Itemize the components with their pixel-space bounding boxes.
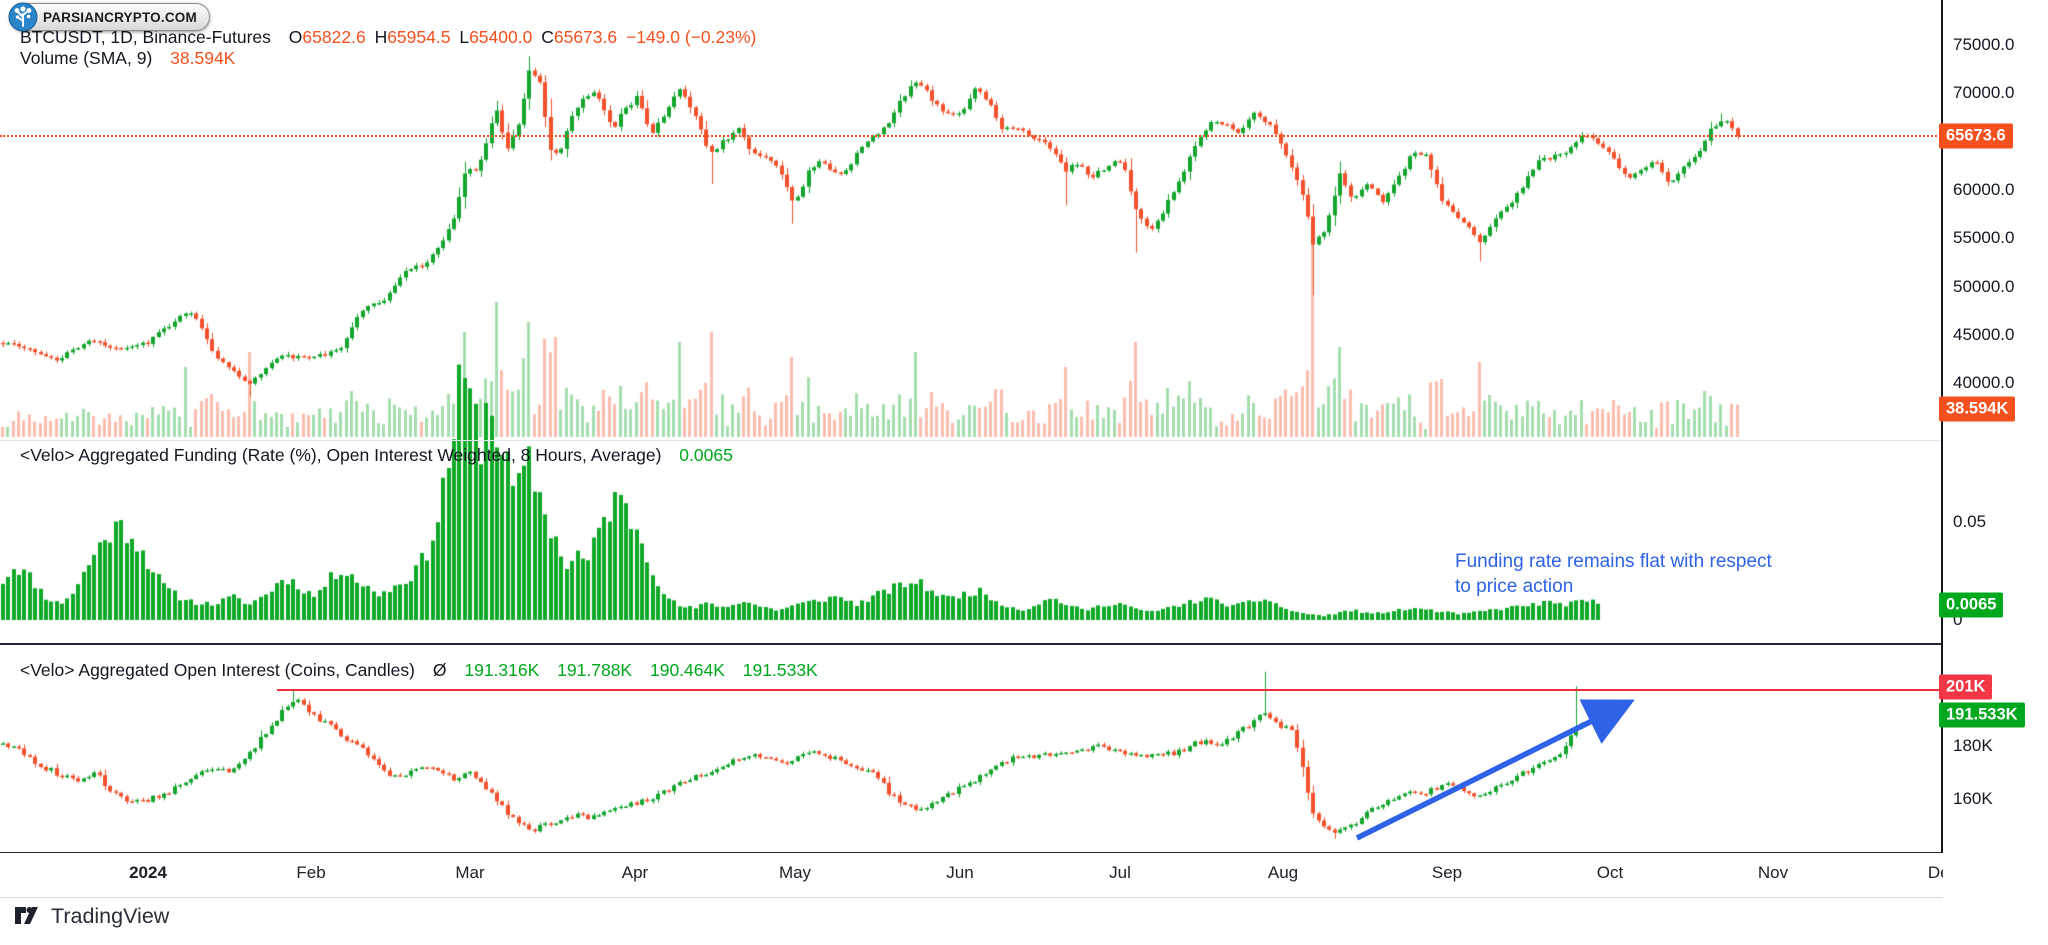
axis-value-badge: 65673.6	[1939, 123, 2013, 149]
time-axis-label: Dec	[1927, 863, 1943, 882]
time-axis-label: Mar	[455, 863, 485, 882]
axis-value-badge: 191.533K	[1939, 702, 2025, 728]
time-scale-bottom-border	[0, 897, 1943, 898]
axis-tick-label: 0	[1953, 610, 1963, 629]
time-axis-label: Oct	[1596, 863, 1624, 882]
funding-value: 0.0065	[679, 445, 733, 465]
time-axis-label: Sep	[1431, 863, 1463, 882]
axis-value-badge: 0.0065	[1939, 592, 2004, 618]
price-scale-border-line	[1941, 0, 1943, 897]
price-scale[interactable]: 75000.0 70000.0 60000.0 55000.0 50000.0 45000…	[1939, 0, 2048, 897]
oi-close-value: 191.533K	[742, 660, 818, 680]
axis-value-badge: 201K	[1939, 674, 1993, 700]
oi-low-value: 190.464K	[649, 660, 725, 680]
price-current-line	[0, 135, 1941, 137]
tradingview-brand-text: TradingView	[51, 903, 170, 928]
time-scale[interactable]: 2024 Feb Mar Apr May Jun Jul Aug Sep Oct Nov Dec	[0, 853, 1943, 897]
volume-value: 38.594K	[170, 48, 236, 68]
ohlc-high-value: 65954.5	[387, 27, 451, 47]
oi-indicator-title[interactable]: <Velo> Aggregated Open Interest (Coins, …	[20, 660, 415, 680]
ohlc-low-value: 65400.0	[469, 27, 533, 47]
axis-tick-label: 75000.0	[1953, 35, 2015, 54]
parsiancrypto-watermark: PARSIANCRYPTO.COM	[8, 2, 210, 32]
axis-tick-label: 40000.0	[1953, 373, 2015, 392]
ohlc-low-label: L	[459, 27, 470, 47]
time-axis-label: 2024	[129, 863, 167, 882]
funding-annotation-line2: to price action	[1455, 576, 1574, 597]
time-axis-label: Feb	[296, 863, 326, 882]
funding-legend: <Velo> Aggregated Funding (Rate (%), Ope…	[20, 445, 733, 466]
pane-separator-price-funding[interactable]	[0, 440, 1943, 441]
axis-tick-label: 0.05	[1953, 512, 1987, 531]
axis-tick-label: 160K	[1953, 789, 1993, 808]
axis-tick-label: 180K	[1953, 736, 1993, 755]
parsiancrypto-logo-icon	[8, 2, 38, 32]
time-axis-label: Apr	[621, 863, 649, 882]
axis-tick-label: 45000.0	[1953, 325, 2015, 344]
oi-high-value: 191.788K	[557, 660, 633, 680]
ohlc-close-value: 65673.6	[553, 27, 618, 47]
ohlc-open-value: 65822.6	[302, 27, 366, 47]
pane-separator-funding-oi[interactable]	[0, 643, 1943, 645]
time-axis-label: Aug	[1267, 863, 1299, 882]
axis-tick-label: 60000.0	[1953, 180, 2015, 199]
tradingview-attribution[interactable]: TradingView	[14, 903, 169, 929]
symbol-legend: BTCUSDT, 1D, Binance-Futures O65822.6 H6…	[20, 27, 756, 48]
axis-tick-label: 50000.0	[1953, 277, 2015, 296]
axis-value-badge: 38.594K	[1939, 396, 2016, 422]
ohlc-high-label: H	[374, 27, 388, 47]
funding-annotation-line1: Funding rate remains flat with respect	[1455, 551, 1772, 572]
symbol-title[interactable]: BTCUSDT, 1D, Binance-Futures	[20, 27, 271, 47]
funding-indicator-title[interactable]: <Velo> Aggregated Funding (Rate (%), Ope…	[20, 445, 662, 465]
oi-average-symbol: Ø	[432, 660, 447, 680]
watermark-text: PARSIANCRYPTO.COM	[43, 9, 197, 25]
oi-open-value: 191.316K	[464, 660, 540, 680]
tradingview-logo-icon	[15, 907, 38, 924]
axis-tick-label: 70000.0	[1953, 83, 2015, 102]
ohlc-open-label: O	[288, 27, 303, 47]
axis-tick-label: 55000.0	[1953, 228, 2015, 247]
time-axis-label: Nov	[1757, 863, 1789, 882]
volume-indicator-title[interactable]: Volume (SMA, 9)	[20, 48, 153, 68]
change-value: −149.0 (−0.23%)	[626, 27, 757, 47]
funding-annotation-text[interactable]: Funding rate remains flat with respect t…	[1455, 549, 1772, 599]
time-axis-label: May	[778, 863, 812, 882]
volume-legend: Volume (SMA, 9) 38.594K	[20, 48, 235, 69]
oi-resistance-line[interactable]	[277, 689, 1941, 691]
oi-legend: <Velo> Aggregated Open Interest (Coins, …	[20, 660, 818, 681]
ohlc-close-label: C	[541, 27, 554, 47]
time-axis-label: Jul	[1109, 863, 1131, 882]
time-axis-label: Jun	[946, 863, 974, 882]
